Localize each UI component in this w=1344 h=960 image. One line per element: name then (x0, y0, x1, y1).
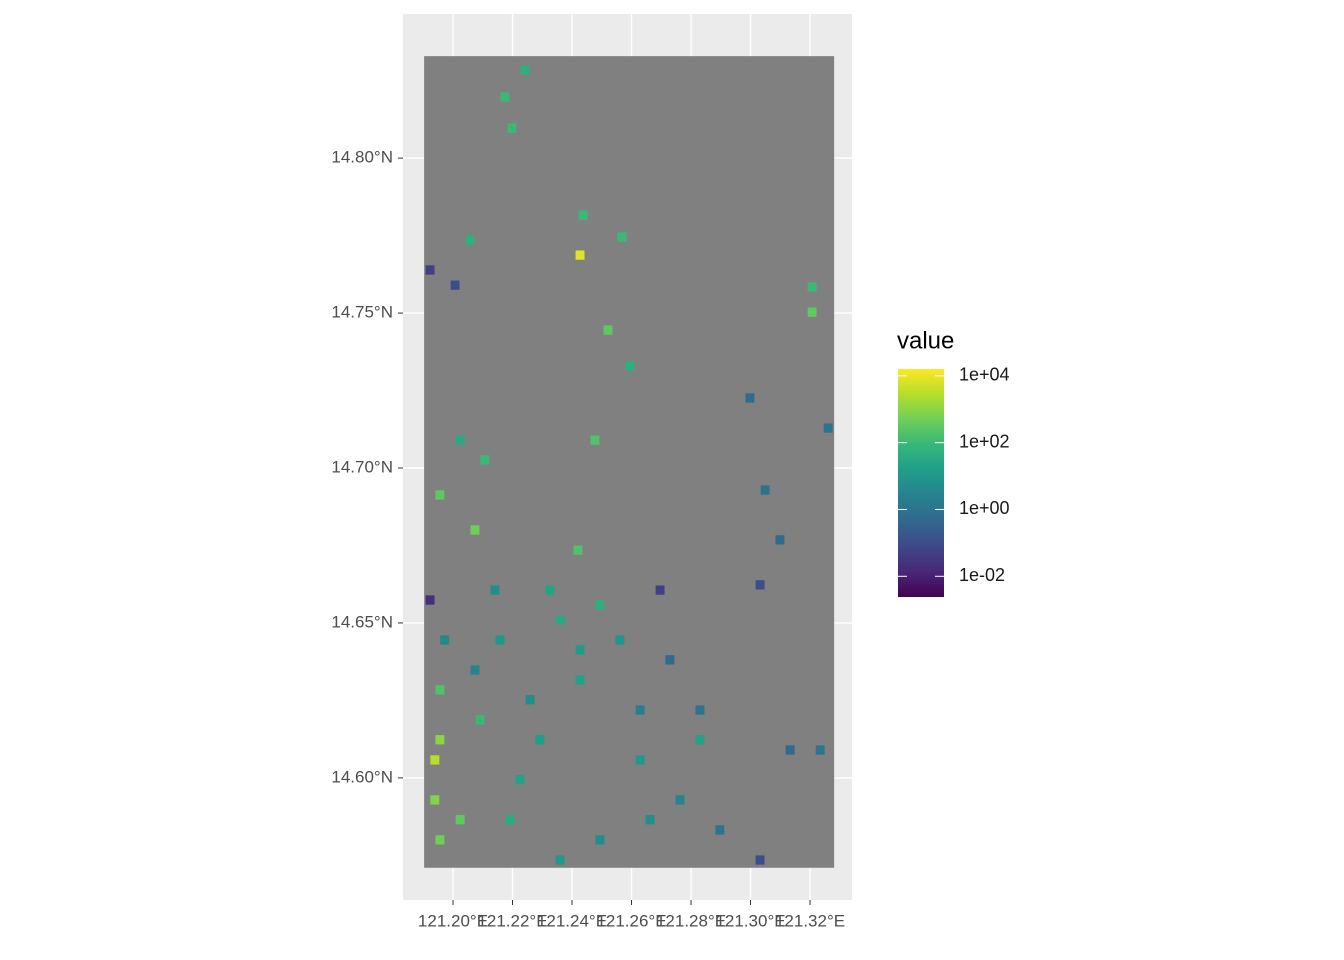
raster-cell (755, 580, 765, 590)
raster-cell (545, 585, 555, 595)
legend-label: 1e+02 (959, 431, 1010, 451)
colorbar (898, 369, 944, 597)
x-tick-label: 121.22°E (477, 911, 547, 930)
raster-cell (470, 665, 480, 675)
raster-cell (745, 393, 755, 403)
y-tick-label: 14.75°N (331, 303, 393, 322)
raster-cell (635, 705, 645, 715)
x-tick-label: 121.26°E (596, 911, 666, 930)
raster-cell (430, 795, 440, 805)
raster-cell (645, 815, 655, 825)
raster-cell (595, 600, 605, 610)
raster-cell (430, 755, 440, 765)
raster-cell (490, 585, 500, 595)
raster-cell (575, 250, 585, 260)
raster-extent (424, 56, 835, 868)
raster-cell (695, 705, 705, 715)
y-tick-label: 14.70°N (331, 457, 393, 476)
raster-cell (655, 585, 665, 595)
raster-cell (465, 235, 475, 245)
raster-cell (617, 232, 627, 242)
legend-title: value (897, 327, 954, 354)
y-tick-label: 14.65°N (331, 612, 393, 631)
x-tick-label: 121.28°E (656, 911, 726, 930)
raster-cell (435, 835, 445, 845)
raster-cell (480, 455, 490, 465)
raster-cell (615, 635, 625, 645)
x-tick-label: 121.24°E (537, 911, 607, 930)
raster-cell (760, 485, 770, 495)
raster-cell (625, 361, 635, 371)
raster-cell (785, 745, 795, 755)
raster-cell (578, 210, 588, 220)
raster-cell (425, 265, 435, 275)
raster-cell (435, 685, 445, 695)
raster-cell (520, 65, 530, 75)
raster-cell (535, 735, 545, 745)
legend-label: 1e-02 (959, 565, 1005, 585)
raster-cell (435, 735, 445, 745)
raster-cell (823, 423, 833, 433)
raster-cell (525, 695, 535, 705)
raster-cell (595, 835, 605, 845)
raster-cell (575, 675, 585, 685)
raster-cell (455, 815, 465, 825)
raster-cell (500, 92, 510, 102)
x-tick-label: 121.20°E (418, 911, 488, 930)
raster-cell (590, 435, 600, 445)
raster-cell (635, 755, 645, 765)
raster-cell (755, 855, 765, 865)
raster-cell (555, 615, 565, 625)
raster-cell (807, 307, 817, 317)
raster-cell (435, 490, 445, 500)
x-tick-label: 121.30°E (715, 911, 785, 930)
raster-cell (505, 815, 515, 825)
raster-cell (603, 325, 613, 335)
raster-cell (815, 745, 825, 755)
y-tick-label: 14.60°N (331, 767, 393, 786)
raster-cell (555, 855, 565, 865)
raster-cell (455, 435, 465, 445)
raster-cell (665, 655, 675, 665)
raster-cell (573, 545, 583, 555)
raster-cell (470, 525, 480, 535)
legend-label: 1e+04 (959, 365, 1010, 385)
y-tick-label: 14.80°N (331, 148, 393, 167)
x-tick-label: 121.32°E (775, 911, 845, 930)
raster-cell (450, 280, 460, 290)
raster-cell (575, 645, 585, 655)
raster-cell (475, 715, 485, 725)
raster-cell (695, 735, 705, 745)
raster-cell (440, 635, 450, 645)
raster-cell (807, 282, 817, 292)
raster-cell (495, 635, 505, 645)
raster-cell (775, 535, 785, 545)
raster-cell (425, 595, 435, 605)
raster-cell (507, 123, 517, 133)
raster-cell (675, 795, 685, 805)
raster-cell (515, 775, 525, 785)
legend-label: 1e+00 (959, 498, 1010, 518)
raster-cell (715, 825, 725, 835)
